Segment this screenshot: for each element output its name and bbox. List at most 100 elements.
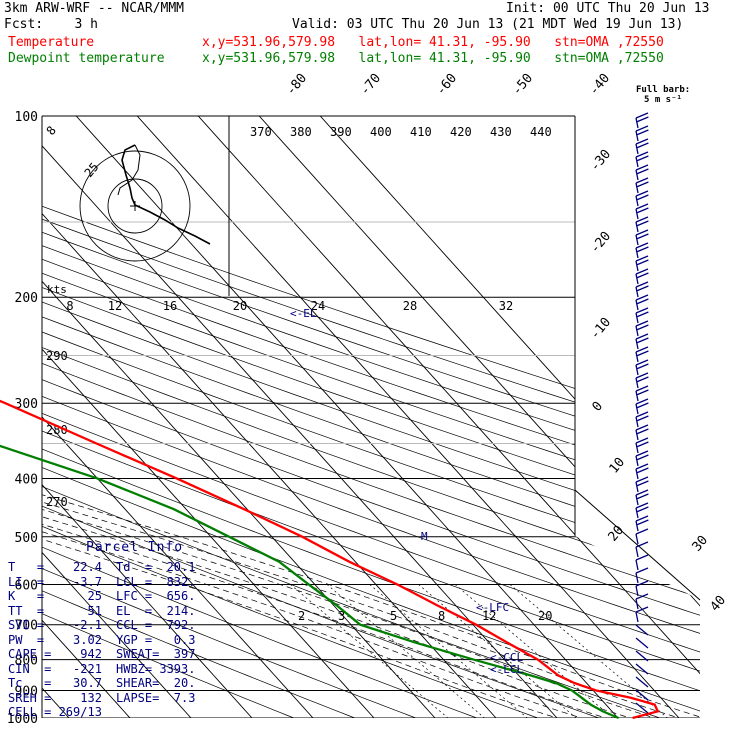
hodograph-speed-label: 28 bbox=[403, 299, 417, 313]
hodograph-trace-upper bbox=[117, 144, 141, 196]
mixing-ratio-label: 5 bbox=[390, 609, 397, 623]
parcel-info-row: CIN = -221 HWBZ= 3393. bbox=[8, 662, 195, 676]
parcel-param: PW = 3.02 bbox=[8, 632, 102, 647]
dry-adiabat-line bbox=[42, 116, 700, 718]
parcel-param: SHEAR= 20. bbox=[116, 676, 196, 690]
wind-barb bbox=[635, 580, 649, 597]
mixing-ratio-line bbox=[418, 584, 592, 718]
dry-adiabat-line bbox=[42, 116, 698, 718]
parcel-info-row: K = 25 LFC = 656. bbox=[8, 590, 195, 603]
wind-barb bbox=[635, 606, 649, 623]
wind-barb bbox=[635, 268, 649, 285]
isotherm-line bbox=[136, 116, 691, 718]
theta-label: 420 bbox=[450, 125, 472, 139]
wind-barb bbox=[635, 463, 649, 480]
wind-barb bbox=[635, 203, 649, 220]
dry-adiabat-line bbox=[42, 116, 700, 718]
hodograph-ring bbox=[79, 150, 191, 262]
mixing-ratio-label: 3 bbox=[338, 609, 345, 623]
moist-adiabat-line bbox=[42, 296, 601, 718]
pressure-label: 100 bbox=[15, 110, 38, 125]
wind-barb bbox=[635, 398, 649, 415]
model-title: 3km ARW-WRF -- NCAR/MMM bbox=[4, 1, 185, 16]
theta-label: 440 bbox=[530, 125, 552, 139]
hodograph-ring-label: 25 bbox=[82, 160, 102, 180]
parcel-param: YGP = 0.3 bbox=[116, 632, 196, 647]
wind-barb bbox=[635, 229, 649, 246]
hodograph-speed-label: 20 bbox=[233, 299, 247, 313]
wind-barb bbox=[635, 676, 649, 688]
parcel-param: SREH = 132 bbox=[8, 690, 102, 705]
forecast-hour: Fcst: 3 h bbox=[4, 17, 98, 32]
parcel-param: LAPSE= 7.3 bbox=[116, 690, 196, 705]
isotherm-line bbox=[319, 116, 700, 718]
parcel-marker: <-LFC bbox=[476, 601, 509, 614]
parcel-param: T = 22.4 bbox=[8, 560, 102, 574]
parcel-info-row: LI = -3.7 LCL = 832. bbox=[8, 575, 195, 589]
wind-barb bbox=[635, 663, 649, 675]
parcel-info-row: SREH = 132 LAPSE= 7.3 bbox=[8, 690, 196, 705]
wind-barb bbox=[635, 281, 649, 298]
theta-label: 430 bbox=[490, 125, 512, 139]
wind-barb bbox=[635, 593, 649, 610]
theta-label: 380 bbox=[290, 125, 312, 139]
parcel-param: Td = 20.1 bbox=[116, 560, 196, 574]
mixing-ratio-label: 20 bbox=[538, 609, 552, 623]
isotherm-line bbox=[42, 116, 203, 718]
wind-barb bbox=[635, 450, 649, 467]
parcel-param: K = 25 bbox=[8, 589, 102, 603]
theta-label: 410 bbox=[410, 125, 432, 139]
isotherm-line bbox=[42, 116, 264, 718]
wind-barb bbox=[635, 138, 649, 155]
pressure-label: 200 bbox=[15, 291, 38, 306]
theta-label: 370 bbox=[250, 125, 272, 139]
wind-barb bbox=[635, 650, 649, 662]
pressure-label: 300 bbox=[15, 397, 38, 412]
isotherm-label: -70 bbox=[358, 71, 385, 99]
moist-adiabat-line bbox=[42, 296, 650, 718]
pressure-label: 500 bbox=[15, 531, 38, 546]
hodograph-speed-label: 12 bbox=[108, 299, 122, 313]
wind-barb bbox=[635, 242, 649, 259]
moist-adiabat-line bbox=[42, 296, 699, 718]
mixing-ratio-line bbox=[509, 584, 683, 718]
wind-barb bbox=[635, 476, 649, 493]
dry-adiabat-line bbox=[42, 116, 700, 718]
wind-barb bbox=[635, 489, 649, 506]
parcel-param: CAPE = 942 bbox=[8, 647, 102, 661]
isotherm-line bbox=[42, 116, 569, 718]
frame-bevel bbox=[574, 489, 701, 601]
wind-barb bbox=[635, 151, 649, 168]
isotherm-label: -60 bbox=[434, 71, 461, 99]
parcel-marker: <-LCL bbox=[490, 663, 523, 676]
dry-adiabat-line bbox=[42, 116, 700, 718]
dry-adiabat-line bbox=[42, 116, 512, 718]
temperature-line bbox=[0, 399, 660, 720]
parcel-info-row: T = 22.4 Td = 20.1 bbox=[8, 561, 195, 574]
parcel-param: TT = 51 bbox=[8, 603, 102, 618]
dewpoint-line bbox=[0, 444, 620, 720]
hodograph-ring-label: 8 bbox=[44, 123, 59, 138]
pressure-label: 400 bbox=[15, 472, 38, 487]
temperature-location: x,y=531.96,579.98 lat,lon= 41.31, -95.90… bbox=[202, 35, 664, 50]
theta-label: 390 bbox=[330, 125, 352, 139]
init-time: Init: 00 UTC Thu 20 Jun 13 bbox=[506, 1, 710, 16]
hodograph-speed-label: 24 bbox=[311, 299, 325, 313]
wind-barb bbox=[635, 216, 649, 233]
hodograph-speed-label: 16 bbox=[163, 299, 177, 313]
hodograph-unit-label: kts bbox=[47, 283, 67, 296]
moist-adiabat-line bbox=[42, 296, 626, 718]
wind-barb bbox=[635, 125, 649, 142]
wind-barb bbox=[635, 359, 649, 376]
parcel-info-row: TT = 51 EL = 214. bbox=[8, 603, 195, 618]
mixing-ratio-line bbox=[369, 584, 543, 718]
isotherm-label: -80 bbox=[284, 71, 311, 99]
mixing-ratio-line bbox=[290, 584, 464, 718]
parcel-marker: <-EL bbox=[290, 307, 317, 320]
parcel-param: CCL = 792. bbox=[116, 618, 196, 632]
diagram-grid bbox=[42, 116, 700, 718]
wind-barb bbox=[635, 346, 649, 363]
isotherm-label: -20 bbox=[588, 229, 615, 257]
hodograph-ring bbox=[107, 178, 163, 234]
dry-adiabat-line bbox=[42, 116, 700, 718]
